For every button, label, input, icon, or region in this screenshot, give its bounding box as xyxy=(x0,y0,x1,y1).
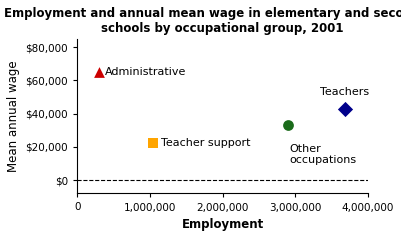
Text: Teachers: Teachers xyxy=(320,87,369,97)
Y-axis label: Mean annual wage: Mean annual wage xyxy=(7,60,20,172)
Point xyxy=(341,107,348,111)
Text: Other
occupations: Other occupations xyxy=(290,144,356,165)
Point xyxy=(285,124,291,127)
X-axis label: Employment: Employment xyxy=(181,218,263,231)
Text: Teacher support: Teacher support xyxy=(161,138,250,148)
Text: Administrative: Administrative xyxy=(105,67,186,77)
Point xyxy=(150,141,157,145)
Title: Employment and annual mean wage in elementary and secondary
schools by occupatio: Employment and annual mean wage in eleme… xyxy=(4,7,401,35)
Point xyxy=(96,70,102,74)
